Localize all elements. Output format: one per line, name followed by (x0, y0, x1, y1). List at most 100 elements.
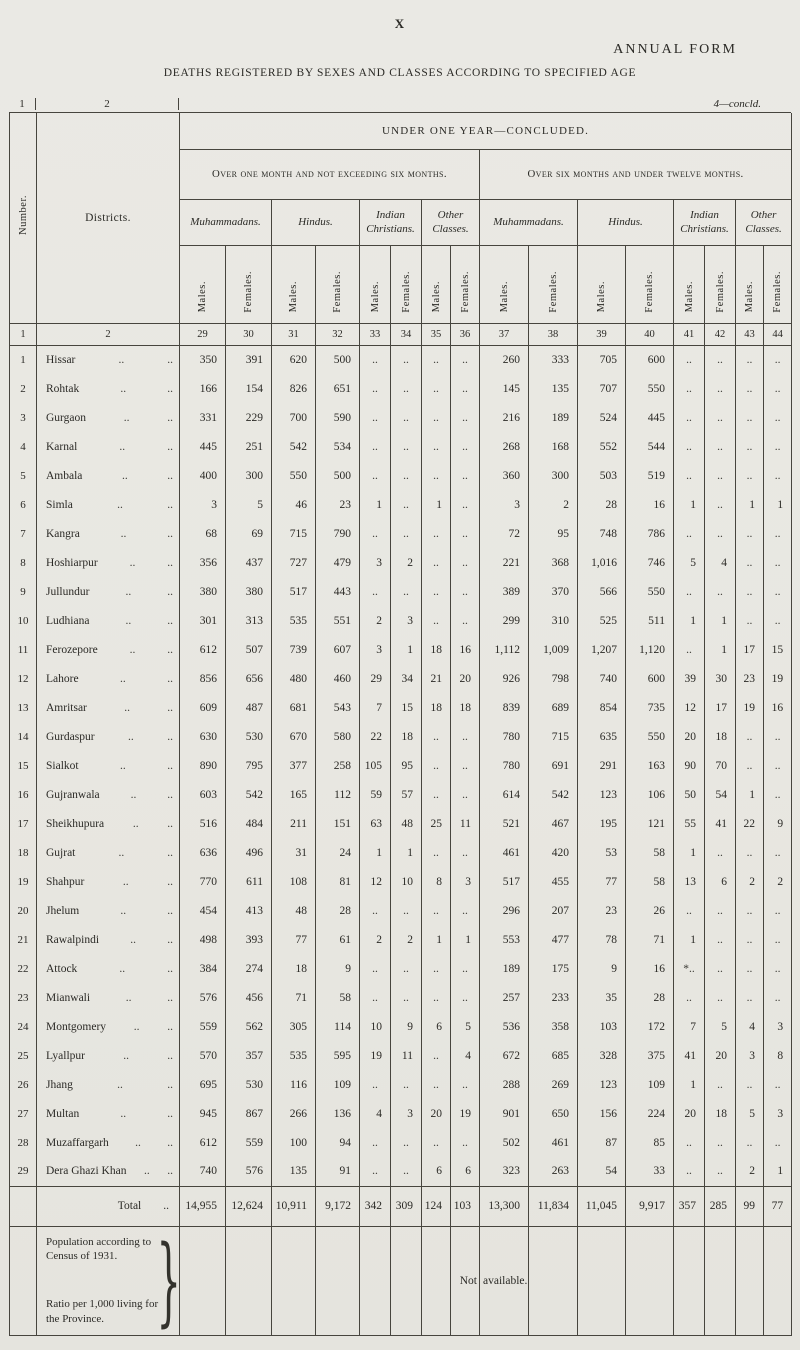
value-cell: .. (762, 722, 792, 751)
males-header: Males. (479, 245, 529, 324)
value-cell: 123 (577, 780, 626, 809)
value-cell: 3 (735, 1041, 764, 1070)
value-cell: 375 (625, 1041, 674, 1070)
value-cell: .. (421, 751, 451, 780)
value-cell: 165 (271, 780, 316, 809)
value-cell: 20 (421, 1099, 451, 1128)
value-cell: 461 (479, 838, 529, 867)
leader-dots: .. (167, 788, 173, 801)
column-number: 44 (762, 323, 792, 346)
ref-col-2: 2 (36, 98, 179, 110)
leader-dots: .. (167, 962, 173, 975)
district-row: 8 Hoshiarpur.... 356 437 727 479 3 2.... 221 368 1… (9, 548, 792, 577)
value-cell: .. (450, 954, 480, 983)
value-cell: .. (421, 722, 451, 751)
value-cell: 484 (225, 809, 272, 838)
value-cell: 2 (359, 925, 391, 954)
sex-label: Females. (644, 270, 655, 313)
value-cell: .. (390, 896, 422, 925)
district-cell: Mianwali.... (36, 983, 180, 1012)
value-cell: 389 (479, 577, 529, 606)
value-cell: 550 (271, 461, 316, 490)
value-cell: 550 (625, 722, 674, 751)
sex-label: Females. (243, 270, 254, 313)
value-cell: 3 (762, 1099, 792, 1128)
value-cell: .. (390, 374, 422, 403)
value-cell: .. (735, 896, 764, 925)
value-cell: .. (762, 838, 792, 867)
value-cell: 580 (315, 722, 360, 751)
value-cell: .. (450, 577, 480, 606)
footer-empty-cell (735, 1225, 764, 1335)
value-cell: 121 (625, 809, 674, 838)
value-cell: 635 (577, 722, 626, 751)
row-number: 12 (9, 664, 37, 693)
value-cell: 16 (762, 693, 792, 722)
value-cell: 41 (673, 1041, 705, 1070)
value-cell: .. (704, 838, 736, 867)
value-cell: .. (450, 1070, 480, 1099)
value-cell: .. (421, 345, 451, 374)
value-cell: 28 (625, 983, 674, 1012)
value-cell: 77 (577, 867, 626, 896)
leader-dots: .. (130, 788, 137, 801)
district-row: 22 Attock.... 384 274 18 9........ 189 175 9 16 *.… (9, 954, 792, 983)
footer-empty-cell (225, 1225, 272, 1335)
value-cell: .. (762, 925, 792, 954)
district-row: 1 Hissar.... 350 391 620 500........ 260 333 705… (9, 345, 792, 374)
value-cell: 296 (479, 896, 529, 925)
value-cell: .. (704, 374, 736, 403)
class-header: Muhammadans. (479, 199, 578, 246)
value-cell: .. (704, 403, 736, 432)
district-row: 29 Dera Ghazi Khan.... 740 576 135 91.... 6 6 32… (9, 1157, 792, 1186)
value-cell: 461 (528, 1128, 578, 1157)
sex-label: Females. (459, 270, 471, 313)
sex-label: Males. (288, 281, 299, 313)
value-cell: .. (762, 577, 792, 606)
value-cell: .. (421, 1070, 451, 1099)
sex-label: Males. (430, 281, 442, 313)
value-cell: 945 (179, 1099, 226, 1128)
value-cell: .. (735, 461, 764, 490)
row-number: 28 (9, 1128, 37, 1157)
value-cell: 553 (479, 925, 529, 954)
footer-empty-cell (421, 1225, 451, 1335)
value-cell: 735 (625, 693, 674, 722)
footer-empty-cell (762, 1225, 792, 1335)
sex-label: Females. (772, 270, 784, 313)
value-cell: 17 (735, 635, 764, 664)
value-cell: 377 (271, 751, 316, 780)
value-cell: .. (390, 345, 422, 374)
value-cell: 707 (577, 374, 626, 403)
value-cell: 95 (528, 519, 578, 548)
value-cell: 1 (673, 925, 705, 954)
value-cell: 9,917 (625, 1185, 674, 1226)
district-cell: Attock.... (36, 954, 180, 983)
district-cell: Gurdaspur.... (36, 722, 180, 751)
value-cell: 3 (359, 635, 391, 664)
value-cell: 305 (271, 1012, 316, 1041)
value-cell: 607 (315, 635, 360, 664)
value-cell: .. (762, 374, 792, 403)
value-cell: 5 (735, 1099, 764, 1128)
value-cell: 443 (315, 577, 360, 606)
value-cell: 28 (315, 896, 360, 925)
sex-label: Males. (683, 281, 695, 313)
value-cell: 105 (359, 751, 391, 780)
value-cell: 263 (528, 1157, 578, 1186)
header-row-column-numbers: 1 2 29 30 31 32 33 34 35 36 37 38 39 40 41 42 43 44 (9, 323, 792, 346)
value-cell: 1 (704, 606, 736, 635)
value-cell: 786 (625, 519, 674, 548)
value-cell: .. (762, 983, 792, 1012)
value-cell: .. (450, 403, 480, 432)
value-cell: 112 (315, 780, 360, 809)
value-cell: .. (390, 1157, 422, 1186)
leader-dots: .. (120, 672, 126, 685)
value-cell: 926 (479, 664, 529, 693)
leader-dots: .. (167, 991, 173, 1004)
leader-dots: .. (135, 1136, 141, 1149)
column-number: 43 (735, 323, 764, 346)
column-number: 40 (625, 323, 674, 346)
value-cell: .. (450, 751, 480, 780)
value-cell: 109 (625, 1070, 674, 1099)
